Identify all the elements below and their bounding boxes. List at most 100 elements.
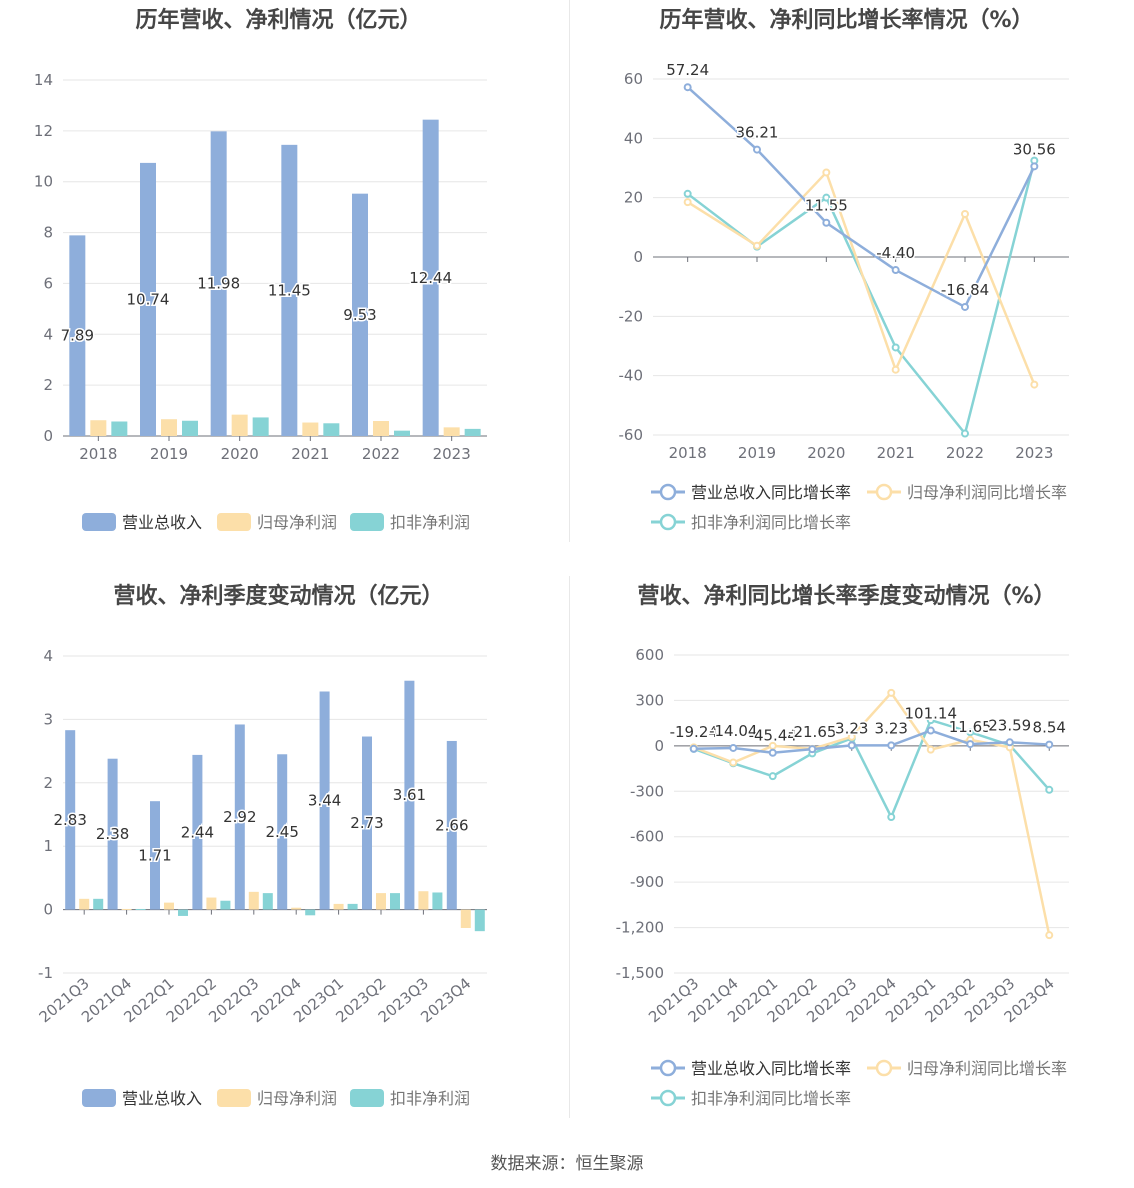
legend-swatch-marker <box>659 1089 677 1107</box>
data-label: 23.59 <box>988 716 1031 734</box>
bar <box>464 428 481 436</box>
data-label: 3.44 <box>308 792 341 810</box>
bar <box>140 162 156 436</box>
y-tick-label: 6 <box>43 274 53 292</box>
vertical-divider <box>569 0 570 542</box>
bar <box>347 903 358 910</box>
data-point <box>1045 740 1054 749</box>
bar <box>111 421 128 436</box>
x-tick-label: 2018 <box>79 445 117 463</box>
chart-svg: -60 -40 -20 0 20 40 60 2018 2019 2020 2021 2022 2023… <box>619 60 1069 532</box>
legend-swatch <box>82 513 116 531</box>
legend-label: 扣非净利润同比增长率 <box>691 1089 851 1108</box>
data-label: 57.24 <box>666 61 709 79</box>
legend-swatch-marker <box>875 1059 893 1077</box>
legend-swatch <box>217 1089 251 1107</box>
data-label: 2.45 <box>265 823 298 841</box>
bar <box>432 892 443 910</box>
y-tick-label: 2 <box>43 376 53 394</box>
chart-svg: -1012342021Q32021Q42022Q12022Q22022Q3202… <box>36 647 487 1108</box>
y-tick-label: 0 <box>43 901 53 919</box>
data-label: 2.92 <box>223 808 256 826</box>
data-label: 2.73 <box>350 814 383 832</box>
y-tick-label: 10 <box>34 173 53 191</box>
data-label: 1.71 <box>138 846 171 864</box>
data-label: 2.38 <box>96 825 129 843</box>
bar <box>390 893 400 910</box>
series-line <box>693 729 1050 754</box>
data-point <box>891 343 900 352</box>
data-label: 101.14 <box>905 705 958 723</box>
legend-label: 扣非净利润同比增长率 <box>691 513 851 532</box>
bar <box>234 724 245 910</box>
bar <box>404 680 415 910</box>
bar <box>206 897 217 910</box>
bar <box>305 909 316 916</box>
data-label: 3.23 <box>835 719 868 737</box>
y-tick-label: 8 <box>43 224 53 242</box>
data-point <box>1045 785 1054 794</box>
y-tick-label: 2 <box>43 774 53 792</box>
data-point <box>847 732 856 741</box>
legend-swatch-marker <box>659 1059 677 1077</box>
data-label: 11.55 <box>805 197 848 215</box>
bar <box>262 893 273 910</box>
legend-swatch <box>350 513 384 531</box>
data-label: 2.66 <box>435 816 468 834</box>
data-point <box>768 748 777 757</box>
legend-label: 营业总收入同比增长率 <box>691 483 851 502</box>
data-point <box>926 716 935 725</box>
data-label: 30.56 <box>1013 140 1056 158</box>
bar <box>161 419 177 436</box>
series-line <box>693 718 1051 821</box>
data-label: 11.98 <box>197 275 240 293</box>
data-point <box>729 743 738 752</box>
x-tick-label: 2019 <box>738 444 776 462</box>
bar <box>79 898 90 910</box>
data-label: 2.44 <box>181 823 214 841</box>
data-label: 2.83 <box>53 811 86 829</box>
bar <box>460 909 471 928</box>
y-tick-label: -300 <box>630 782 664 800</box>
y-tick-label: 1 <box>43 837 53 855</box>
bar <box>65 730 76 910</box>
data-point <box>1045 931 1054 940</box>
y-tick-label: -600 <box>630 828 664 846</box>
bar <box>418 891 429 910</box>
bar <box>178 909 188 916</box>
data-label: 12.44 <box>409 269 452 287</box>
data-label: 7.89 <box>61 327 94 345</box>
x-tick-label: 2020 <box>807 444 845 462</box>
y-tick-label: 0 <box>43 427 53 445</box>
data-point <box>1030 162 1039 171</box>
data-point <box>966 740 975 749</box>
data-point <box>822 218 831 227</box>
data-point <box>768 772 777 781</box>
data-point <box>926 745 935 754</box>
data-point <box>683 198 692 207</box>
x-tick-label: 2023 <box>1015 444 1053 462</box>
data-label: -4.40 <box>876 244 915 262</box>
y-tick-label: 60 <box>624 70 643 88</box>
data-label: -14.04 <box>709 722 757 740</box>
legend-label: 营业总收入 <box>122 1089 202 1108</box>
data-point <box>1030 380 1039 389</box>
legend-swatch-marker <box>659 513 677 531</box>
legend-swatch-marker <box>659 483 677 501</box>
series-line <box>686 86 1036 309</box>
y-tick-label: -1 <box>38 964 53 982</box>
legend-swatch-marker <box>875 483 893 501</box>
x-tick-label: 2022 <box>362 445 400 463</box>
chart-title: 营收、净利同比增长率季度变动情况（%） <box>637 584 1056 609</box>
data-point <box>961 429 969 438</box>
data-label: 3.61 <box>393 786 426 804</box>
bar <box>121 908 132 910</box>
data-point <box>891 266 900 275</box>
bar <box>192 754 203 910</box>
bar <box>474 909 485 932</box>
bar <box>362 736 372 910</box>
legend-label: 归母净利润 <box>257 513 337 532</box>
y-tick-label: -20 <box>619 307 644 325</box>
y-tick-label: 12 <box>34 122 53 140</box>
data-label: -16.84 <box>941 281 989 299</box>
